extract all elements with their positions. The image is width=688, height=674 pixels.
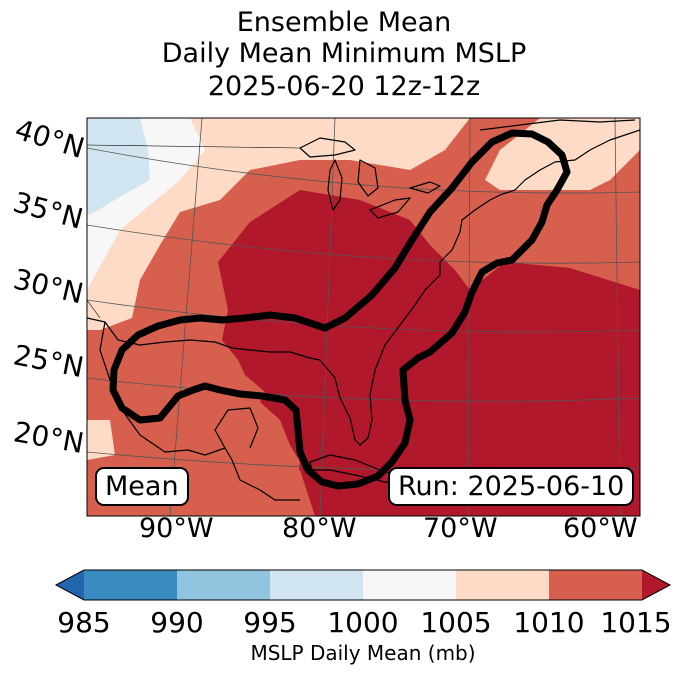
- mslp-995-1000: [87, 118, 150, 215]
- lake-erie: [369, 197, 411, 219]
- title-line-2: Daily Mean Minimum MSLP: [161, 38, 527, 69]
- parallel-30n: [87, 299, 640, 333]
- title-line-3: 2025-06-20 12z-12z: [207, 71, 481, 102]
- colorbar-high-extend: [642, 570, 670, 600]
- border-lines: [87, 144, 301, 319]
- colorbar-label: MSLP Daily Mean (mb): [250, 641, 476, 665]
- canada-coastline: [479, 119, 636, 131]
- colorbar-tick: 1005: [420, 606, 492, 639]
- colorbar-low-extend: [56, 570, 84, 600]
- colorbar-tick: 1010: [513, 606, 585, 639]
- lake-ontario: [409, 181, 441, 194]
- map-frame: [86, 117, 641, 517]
- us-mexico-border: [87, 299, 101, 319]
- colorbar-outline: [54, 569, 672, 601]
- us-canada-border: [87, 144, 301, 149]
- lon-label-80w: 80°W: [282, 513, 357, 544]
- colorbar-tick: 990: [150, 606, 204, 639]
- meridian-70w: [467, 118, 471, 516]
- meridian-60w: [614, 118, 621, 516]
- colorbar-tick: 995: [243, 606, 297, 639]
- lake-huron: [357, 159, 379, 197]
- mslp-1010-1015: [87, 118, 640, 490]
- lake-superior: [299, 137, 356, 158]
- colorbar-1005-1010: [456, 570, 549, 600]
- colorbar-tick: 1000: [327, 606, 399, 639]
- parallel-35n: [87, 224, 640, 264]
- lon-label-90w: 90°W: [139, 513, 214, 544]
- colorbar-1000-1005: [363, 570, 456, 600]
- mean-label: Mean: [95, 467, 189, 506]
- colorbar-tick: 1015: [600, 606, 672, 639]
- run-date-label: Run: 2025-06-10: [388, 467, 635, 506]
- map-area: [87, 118, 640, 516]
- lake-michigan: [327, 159, 343, 211]
- mslp-1005-1010: [87, 420, 115, 460]
- parallel-40n: [87, 147, 640, 194]
- colorbar-985-990: [84, 570, 177, 600]
- meridian-80w: [319, 118, 336, 516]
- parallel-25n: [87, 377, 640, 402]
- colorbar-1010-1015: [549, 570, 642, 600]
- lon-label-60w: 60°W: [563, 513, 638, 544]
- us-coastline: [87, 129, 640, 446]
- colorbar: [54, 569, 672, 601]
- colorbar-tick: 985: [57, 606, 111, 639]
- colorbar-995-1000: [270, 570, 363, 600]
- lon-label-70w: 70°W: [423, 513, 498, 544]
- yucatan-coastline: [214, 407, 259, 449]
- title-line-1: Ensemble Mean: [236, 7, 452, 38]
- colorbar-990-995: [177, 570, 270, 600]
- mean-contour: [109, 129, 571, 490]
